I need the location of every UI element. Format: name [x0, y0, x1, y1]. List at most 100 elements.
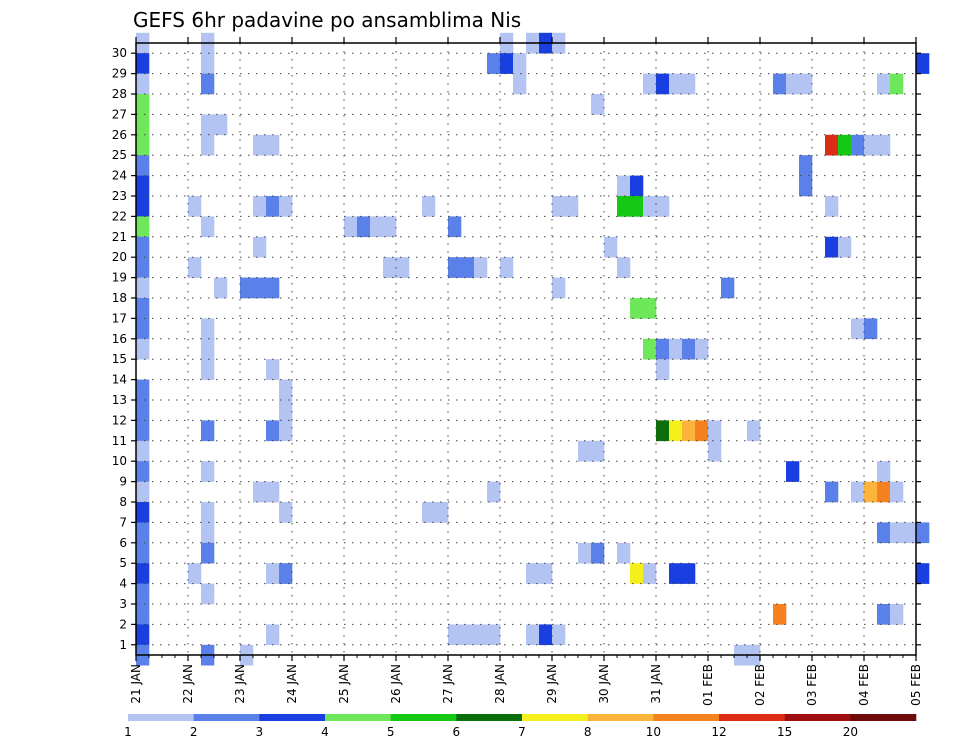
heatmap-cell: [682, 420, 696, 442]
heatmap-cell: [513, 73, 527, 95]
heatmap-cell: [695, 338, 709, 360]
heatmap-cell: [838, 236, 852, 258]
heatmap-cell: [487, 53, 501, 74]
heatmap-cell: [630, 298, 644, 319]
y-tick-label: 16: [112, 332, 127, 346]
x-tick-label: 31 JAN: [649, 664, 663, 704]
legend-label: 6: [453, 725, 461, 739]
heatmap-cell: [136, 236, 150, 258]
y-tick-label: 26: [112, 128, 127, 142]
heatmap-cell: [500, 257, 514, 278]
heatmap-cell: [487, 481, 501, 503]
heatmap-cell: [136, 216, 150, 238]
heatmap-cell: [825, 236, 839, 258]
heatmap-cell: [448, 216, 462, 238]
heatmap-cell: [201, 318, 215, 340]
legend-label: 4: [321, 725, 329, 739]
heatmap-cell: [864, 481, 878, 503]
y-tick-label: 9: [119, 475, 127, 489]
heatmap-cell: [201, 73, 215, 95]
heatmap-cell: [344, 216, 358, 238]
heatmap-cell: [747, 420, 761, 442]
x-tick-label: 05 FEB: [909, 664, 923, 706]
heatmap-cell: [136, 522, 150, 544]
legend-swatch: [850, 714, 917, 721]
heatmap-cell: [838, 134, 852, 156]
heatmap-cell: [136, 420, 150, 442]
heatmap-cell: [188, 196, 202, 217]
y-tick-label: 8: [119, 495, 127, 509]
heatmap-cell: [851, 318, 865, 340]
heatmap-cell: [890, 604, 904, 625]
y-tick-label: 23: [112, 189, 127, 203]
heatmap-cell: [591, 542, 605, 564]
heatmap-cell: [565, 196, 579, 217]
heatmap-cell: [916, 563, 930, 584]
heatmap-cell: [136, 175, 150, 197]
heatmap-cell: [136, 542, 150, 564]
heatmap-cell: [253, 277, 267, 299]
x-tick-label: 30 JAN: [597, 664, 611, 704]
heatmap-cell: [877, 461, 891, 482]
heatmap-cell: [461, 257, 475, 278]
heatmap-cell: [877, 522, 891, 544]
heatmap-cell: [669, 563, 683, 584]
legend-label: 3: [256, 725, 264, 739]
heatmap-cell: [279, 502, 293, 523]
heatmap-cell: [799, 73, 813, 95]
heatmap-cell: [643, 196, 657, 217]
heatmap-cell: [916, 522, 930, 544]
y-tick-label: 29: [112, 67, 127, 81]
y-tick-label: 21: [112, 230, 127, 244]
heatmap-cell: [617, 542, 631, 564]
heatmap-cell: [669, 420, 683, 442]
heatmap-cell: [136, 338, 150, 360]
heatmap-cell: [253, 236, 267, 258]
heatmap-cell: [656, 73, 670, 95]
heatmap-cell: [201, 359, 215, 380]
heatmap-cell: [201, 583, 215, 605]
y-tick-label: 3: [119, 597, 127, 611]
y-tick-label: 6: [119, 536, 127, 550]
heatmap-cell: [136, 563, 150, 584]
heatmap-cell: [253, 196, 267, 217]
heatmap-cell: [136, 114, 150, 136]
heatmap-cell: [201, 216, 215, 238]
heatmap-cell: [136, 196, 150, 217]
heatmap-cell: [890, 522, 904, 544]
y-tick-label: 14: [112, 373, 127, 387]
x-tick-label: 23 JAN: [233, 664, 247, 704]
heatmap-cell: [266, 134, 280, 156]
heatmap-cell: [799, 155, 813, 176]
y-tick-label: 19: [112, 271, 127, 285]
heatmap-cell: [266, 563, 280, 584]
heatmap-cell: [422, 502, 436, 523]
heatmap-cell: [266, 481, 280, 503]
legend-swatch: [653, 714, 720, 721]
heatmap-cell: [526, 563, 540, 584]
heatmap-cell: [539, 563, 553, 584]
legend-label: 12: [711, 725, 726, 739]
heatmap-cell: [890, 481, 904, 503]
heatmap-cell: [136, 624, 150, 646]
heatmap-cell: [448, 624, 462, 646]
heatmap-cell: [266, 624, 280, 646]
heatmap-cell: [643, 563, 657, 584]
heatmap-cell: [656, 196, 670, 217]
heatmap-cell: [136, 604, 150, 625]
heatmap-cell: [864, 318, 878, 340]
heatmap-cell: [890, 73, 904, 95]
legend-label: 5: [387, 725, 395, 739]
y-tick-label: 4: [119, 577, 127, 591]
heatmap-cell: [552, 277, 566, 299]
heatmap-cell: [695, 420, 709, 442]
legend-label: 7: [518, 725, 526, 739]
y-tick-label: 28: [112, 87, 127, 101]
heatmap-cell: [617, 257, 631, 278]
y-tick-label: 22: [112, 209, 127, 223]
x-tick-label: 28 JAN: [493, 664, 507, 704]
x-tick-label: 25 JAN: [337, 664, 351, 704]
heatmap-cell: [669, 338, 683, 360]
heatmap-cell: [552, 624, 566, 646]
y-tick-label: 13: [112, 393, 127, 407]
